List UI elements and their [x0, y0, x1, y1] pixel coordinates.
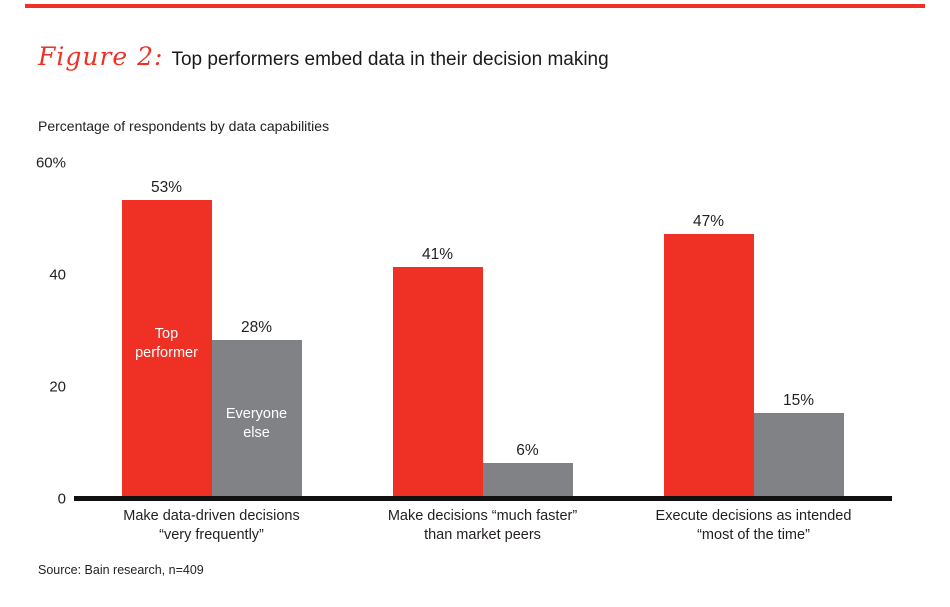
- source-note: Source: Bain research, n=409: [38, 563, 204, 577]
- figure-number-label: Figure 2:: [38, 42, 164, 71]
- series-label-everyone-else: Everyone else: [225, 406, 288, 441]
- x-axis-line: [74, 496, 892, 501]
- value-label-top-performer-group2: 41%: [421, 246, 454, 263]
- figure-title: Figure 2: Top performers embed data in th…: [38, 36, 609, 73]
- y-tick-60: 60%: [35, 154, 66, 172]
- value-label-everyone-else-group3: 15%: [782, 392, 815, 409]
- category-label-group2: Make decisions “much faster” than market…: [387, 508, 578, 543]
- top-accent-rule: [25, 4, 925, 8]
- bar-top-performer-group1: Top performer: [121, 200, 212, 497]
- axis-units-label: Percentage of respondents by data capabi…: [38, 118, 330, 134]
- bar-top-performer-group3: [663, 234, 754, 497]
- value-label-top-performer-group3: 47%: [692, 213, 725, 230]
- y-tick-20: 20: [49, 378, 66, 396]
- series-label-top-performer: Top performer: [135, 326, 198, 361]
- value-label-everyone-else-group2: 6%: [516, 442, 539, 459]
- bar-everyone-else-group1: Everyone else: [211, 340, 302, 497]
- category-label-group1: Make data-driven decisions “very frequen…: [123, 508, 300, 543]
- bar-everyone-else-group3: [753, 413, 844, 497]
- value-label-everyone-else-group1: 28%: [240, 319, 273, 336]
- y-tick-40: 40: [49, 266, 66, 284]
- value-label-top-performer-group1: 53%: [150, 179, 183, 196]
- y-tick-0: 0: [57, 490, 66, 508]
- category-label-group3: Execute decisions as intended “most of t…: [655, 508, 852, 543]
- figure-title-text: Top performers embed data in their decis…: [171, 49, 609, 70]
- bar-everyone-else-group2: [482, 463, 573, 497]
- bar-top-performer-group2: [392, 267, 483, 497]
